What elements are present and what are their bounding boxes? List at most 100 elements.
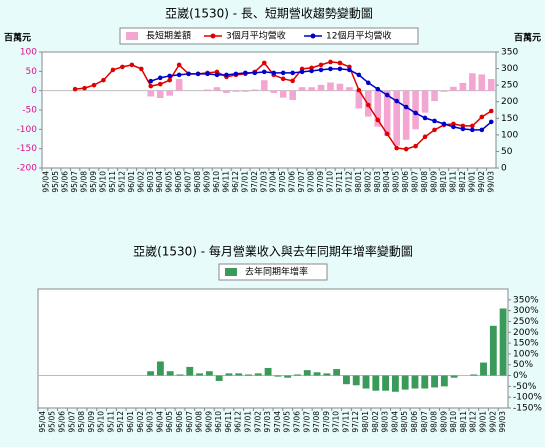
bar (402, 90, 410, 140)
bar (411, 375, 419, 389)
line-marker (375, 86, 381, 92)
x-tick-label: 98/04 (382, 171, 391, 193)
line-marker (422, 115, 428, 121)
bar (289, 90, 296, 100)
x-tick-label: 96/05 (165, 171, 174, 193)
x-tick-label: 97/10 (332, 411, 341, 433)
x-tick-label: 97/02 (253, 411, 262, 433)
line-marker (328, 59, 333, 65)
bar (313, 372, 321, 376)
line-marker (110, 67, 116, 73)
line-marker (422, 134, 428, 140)
x-tick-label: 97/01 (244, 411, 253, 433)
bar (450, 375, 458, 378)
bar (166, 90, 173, 96)
y2-tick-label: 250 (501, 81, 518, 91)
x-tick-label: 97/04 (269, 171, 278, 193)
line-marker (470, 127, 475, 133)
bar (372, 375, 380, 391)
line-marker (214, 72, 220, 78)
bar (147, 371, 155, 376)
y-tick-label: -200 (17, 164, 38, 174)
x-tick-label: 97/07 (297, 171, 306, 193)
x-tick-label: 96/08 (195, 411, 204, 433)
line-marker (167, 73, 172, 79)
x-tick-label: 97/08 (307, 171, 316, 193)
legend-marker (210, 33, 216, 39)
bar (323, 373, 331, 376)
line-marker (233, 71, 239, 77)
bar (205, 371, 213, 376)
y2-tick-label: 150% (513, 339, 539, 349)
bar (355, 90, 363, 109)
bar (308, 87, 315, 91)
bar (459, 82, 467, 91)
bar (279, 90, 287, 98)
x-tick-label: 96/06 (174, 171, 183, 193)
bar (401, 375, 409, 390)
x-tick-label: 97/04 (273, 411, 282, 433)
line-marker (176, 62, 182, 68)
bar (478, 74, 486, 91)
bar (176, 374, 184, 376)
y2-tick-label: -150% (513, 404, 542, 414)
y2-tick-label: 200% (513, 328, 539, 338)
x-tick-label: 97/02 (250, 171, 259, 193)
legend-swatch (225, 268, 237, 276)
x-tick-label: 96/02 (136, 171, 145, 193)
x-tick-label: 95/11 (108, 171, 117, 193)
y2-tick-label: 50% (513, 360, 533, 370)
y-tick-label: -50 (22, 106, 37, 116)
line-marker (148, 83, 154, 89)
legend-label: 長短期差額 (146, 30, 191, 42)
x-tick-label: 97/05 (283, 411, 292, 433)
x-tick-label: 98/06 (401, 171, 410, 193)
x-tick-label: 97/06 (292, 411, 301, 433)
x-tick-label: 97/07 (302, 411, 311, 433)
line-marker (403, 104, 409, 110)
bar (147, 90, 155, 97)
line-marker (413, 143, 418, 149)
x-tick-label: 98/09 (439, 411, 448, 433)
bar (431, 375, 438, 388)
line-marker (157, 81, 163, 87)
x-tick-label: 95/10 (98, 171, 107, 193)
bar (393, 90, 400, 146)
chart-title: 亞崴(1530) - 長、短期營收趨勢變動圖 (165, 6, 373, 21)
line-marker (148, 78, 154, 84)
bar (489, 325, 497, 376)
bar (480, 362, 487, 376)
x-tick-label: 98/12 (458, 171, 467, 193)
bar (196, 373, 203, 376)
x-tick-label: 98/11 (448, 171, 457, 193)
line-marker (129, 62, 135, 68)
bar (260, 80, 268, 91)
bar (213, 87, 221, 91)
x-tick-label: 97/01 (240, 171, 249, 193)
x-tick-label: 96/09 (204, 411, 213, 433)
y-tick-label: -150 (17, 144, 38, 154)
bar (225, 373, 233, 376)
x-tick-label: 96/04 (155, 171, 164, 193)
x-tick-label: 95/05 (51, 171, 60, 193)
x-tick-label: 98/09 (430, 171, 439, 193)
line-marker (356, 87, 362, 93)
bar (156, 361, 164, 376)
x-tick-label: 99/03 (498, 411, 507, 433)
bar (251, 89, 259, 91)
x-tick-label: 95/08 (77, 411, 86, 433)
line-marker (176, 72, 182, 78)
line-marker (82, 85, 87, 91)
x-tick-label: 97/12 (344, 171, 353, 193)
x-tick-label: 98/01 (354, 171, 363, 193)
x-tick-label: 95/08 (80, 171, 89, 193)
bar (254, 373, 262, 376)
bar (362, 375, 370, 389)
line-marker (337, 66, 343, 72)
bar (215, 375, 223, 381)
line-marker (290, 78, 295, 84)
x-tick-label: 97/08 (312, 411, 321, 433)
line-marker (394, 98, 399, 104)
bar (352, 375, 360, 386)
bar (232, 90, 240, 92)
